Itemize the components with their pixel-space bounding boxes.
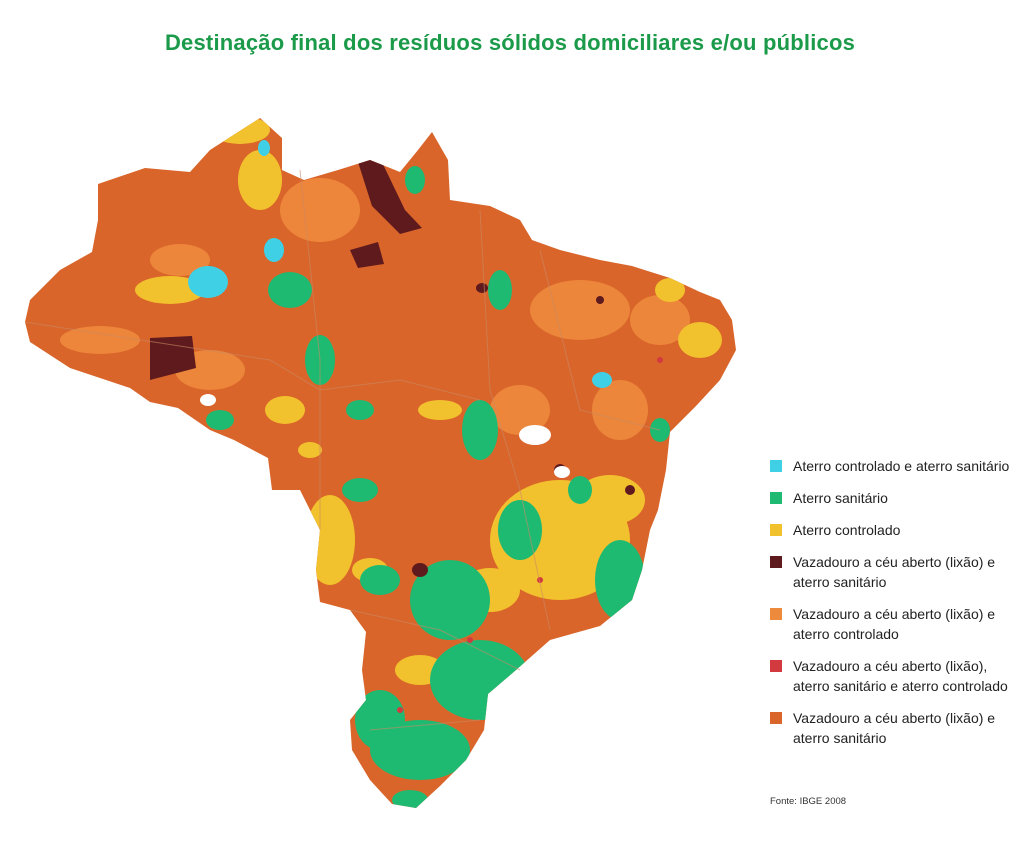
legend-item: Vazadouro a céu aberto (lixão) e aterro … (770, 552, 1015, 592)
legend-label: Vazadouro a céu aberto (lixão) e aterro … (793, 606, 996, 642)
legend-label: Vazadouro a céu aberto (lixão) e aterro … (793, 554, 996, 590)
legend-swatch (770, 712, 782, 724)
legend-label: Vazadouro a céu aberto (lixão) e aterro … (793, 710, 996, 746)
legend-label: Vazadouro a céu aberto (lixão), aterro s… (793, 658, 1008, 694)
brazil-map (24, 118, 736, 808)
source-credit: Fonte: IBGE 2008 (770, 796, 847, 807)
legend-label: Aterro controlado e aterro sanitário (793, 458, 1010, 474)
legend-label: Aterro sanitário (793, 490, 888, 506)
legend-label: Aterro controlado (793, 522, 901, 538)
legend-item: Aterro controlado e aterro sanitário (770, 456, 1015, 476)
legend-item: Vazadouro a céu aberto (lixão) e aterro … (770, 604, 1015, 644)
legend-item: Vazadouro a céu aberto (lixão) e aterro … (770, 708, 1015, 748)
legend-swatch (770, 492, 782, 504)
map-title: Destinação final dos resíduos sólidos do… (164, 30, 856, 55)
legend-swatch (770, 556, 782, 568)
legend-swatch (770, 524, 782, 536)
zones-light-orange (60, 178, 690, 440)
zones-aterro-sanitario (206, 166, 670, 808)
legend-item: Vazadouro a céu aberto (lixão), aterro s… (770, 656, 1015, 696)
legend-swatch (770, 460, 782, 472)
legend-swatch (770, 660, 782, 672)
state-borders (24, 169, 661, 731)
zones-lixao-sanitario-controlado (397, 357, 663, 713)
legend-item: Aterro controlado (770, 520, 1015, 540)
zones-aterro-controlado-e-sanitario (188, 140, 612, 388)
legend-item: Aterro sanitário (770, 488, 1015, 508)
legend-swatch (770, 608, 782, 620)
map-legend: Aterro controlado e aterro sanitário Ate… (770, 456, 1015, 760)
zones-no-data (200, 394, 570, 478)
